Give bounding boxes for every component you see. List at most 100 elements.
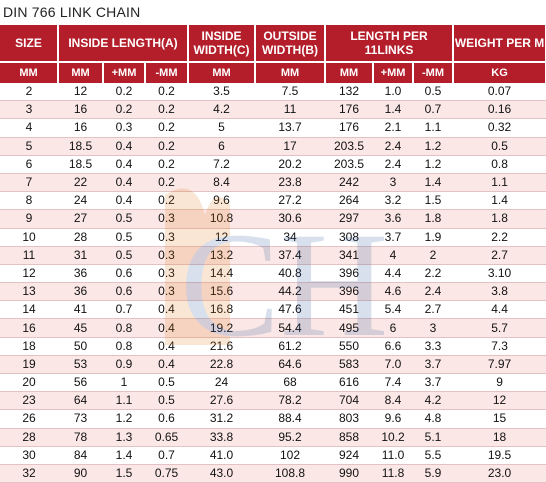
table-cell: 2.4 [413,282,454,302]
table-cell: 11.0 [373,446,414,465]
table-cell: 36 [58,264,103,284]
table-cell: 0.2 [145,137,189,156]
table-cell: 18.5 [58,137,103,156]
table-cell: 0.5 [453,137,546,156]
table-cell: 0.5 [145,373,189,393]
table-cell: 15 [453,409,546,429]
header-inside-width: INSIDE WIDTH(C) [188,25,257,62]
table-cell: 5 [188,118,256,138]
table-cell: 0.2 [145,118,189,138]
table-cell: 1.1 [453,173,546,193]
table-row: 6 18.5 0.4 0.2 7.2 20.2 203.5 2.4 1.2 0.8 [0,155,546,174]
table-cell: 3.3 [413,337,454,356]
table-cell: 1.5 [413,191,454,211]
table-cell: 203.5 [325,155,374,174]
table-cell: 2.1 [373,118,414,138]
table-cell: 36 [58,282,103,302]
table-cell: 583 [325,355,374,375]
table-cell: 2.7 [453,246,546,265]
table-cell: 5.1 [413,428,454,447]
table-cell: 1.1 [413,118,454,138]
table-cell: 14 [0,300,58,320]
table-cell: 5.4 [373,300,414,320]
table-row: 9 27 0.5 0.3 10.8 30.6 297 3.6 1.8 1.8 [0,209,546,229]
chain-spec-table-wrapper: SIZE INSIDE LENGTH(A) INSIDE WIDTH(C) OU… [0,25,546,483]
header-row: SIZE INSIDE LENGTH(A) INSIDE WIDTH(C) OU… [0,25,546,62]
table-cell: 6 [373,318,414,338]
table-cell: 0.2 [145,83,189,102]
table-cell: 0.2 [103,83,145,102]
table-row: 12 36 0.6 0.3 14.4 40.8 396 4.4 2.2 3.10 [0,264,546,284]
table-cell: 12 [453,391,546,411]
table-cell: 4.6 [373,282,414,302]
table-cell: 11 [255,100,326,120]
table-cell: 1 [103,373,145,393]
table-cell: 41 [58,300,103,320]
table-cell: 18 [453,428,546,447]
table-row: 8 24 0.4 0.2 9.6 27.2 264 3.2 1.5 1.4 [0,191,546,211]
table-cell: 2.4 [373,155,414,174]
table-cell: 242 [325,173,374,193]
table-cell: 24 [188,373,256,393]
table-cell: 858 [325,428,374,447]
subheader-row: MM MM +MM -MM MM MM MM +MM -MM KG [0,61,546,83]
table-cell: 31 [58,246,103,265]
table-cell: 3 [373,173,414,193]
table-cell: 108.8 [255,464,326,483]
table-cell: 19.2 [188,318,256,338]
table-cell: 28 [0,428,58,447]
table-cell: 15.6 [188,282,256,302]
table-cell: 4 [373,246,414,265]
table-cell: 0.65 [145,428,189,447]
table-cell: 0.3 [145,228,189,247]
table-cell: 0.5 [103,246,145,265]
table-cell: 20 [0,373,58,393]
table-cell: 0.7 [145,446,189,465]
table-cell: 1.4 [453,191,546,211]
table-cell: 7.0 [373,355,414,375]
table-cell: 2 [0,83,58,102]
header-inside-length: INSIDE LENGTH(A) [58,25,190,62]
table-row: 26 73 1.2 0.6 31.2 88.4 803 9.6 4.8 15 [0,409,546,429]
table-cell: 50 [58,337,103,356]
table-cell: 19.5 [453,446,546,465]
table-cell: 1.4 [373,100,414,120]
table-cell: 176 [325,118,374,138]
table-cell: 0.07 [453,83,546,102]
table-cell: 3.5 [188,83,256,102]
table-cell: 24 [58,191,103,211]
table-cell: 18 [0,337,58,356]
table-row: 11 31 0.5 0.3 13.2 37.4 341 4 2 2.7 [0,246,546,265]
table-cell: 1.2 [413,155,454,174]
table-cell: 924 [325,446,374,465]
table-cell: 23.0 [453,464,546,483]
table-cell: 1.0 [373,83,414,102]
table-cell: 4.8 [413,409,454,429]
table-cell: 9.6 [188,191,256,211]
table-cell: 27.2 [255,191,326,211]
table-row: 14 41 0.7 0.4 16.8 47.6 451 5.4 2.7 4.4 [0,300,546,320]
table-cell: 1.1 [103,391,145,411]
table-cell: 0.2 [145,100,189,120]
table-cell: 132 [325,83,374,102]
header-length-per: LENGTH PER 11LINKS [325,25,455,62]
table-cell: 1.2 [103,409,145,429]
table-cell: 2.7 [413,300,454,320]
table-cell: 264 [325,191,374,211]
table-cell: 0.3 [103,118,145,138]
table-cell: 0.8 [453,155,546,174]
table-cell: 26 [0,409,58,429]
table-cell: 0.4 [103,191,145,211]
table-cell: 56 [58,373,103,393]
table-cell: 54.4 [255,318,326,338]
table-cell: 4.4 [373,264,414,284]
table-cell: 10 [0,228,58,247]
table-cell: 7.97 [453,355,546,375]
table-cell: 4.2 [413,391,454,411]
table-cell: 0.5 [413,83,454,102]
table-cell: 11.8 [373,464,414,483]
table-cell: 7.4 [373,373,414,393]
table-cell: 297 [325,209,374,229]
subheader-cell: MM [325,61,375,83]
table-cell: 308 [325,228,374,247]
